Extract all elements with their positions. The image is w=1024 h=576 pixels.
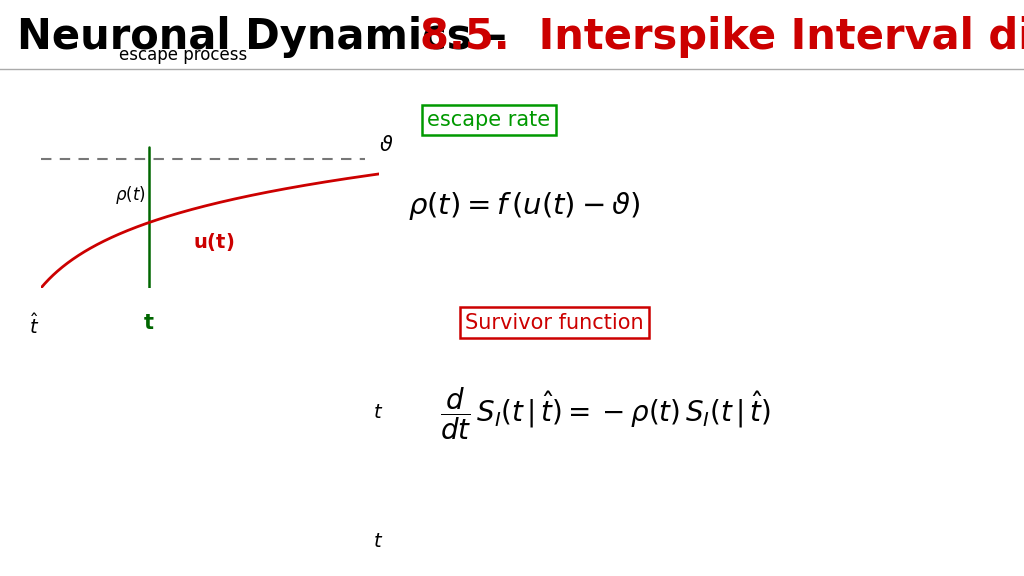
Text: $\vartheta$: $\vartheta$ [379,135,393,156]
Text: $\hat{t}$: $\hat{t}$ [29,313,39,338]
Text: $t$: $t$ [373,403,383,422]
Text: $\rho(t)$: $\rho(t)$ [115,184,145,206]
Text: $\mathbf{t}$: $\mathbf{t}$ [143,313,155,333]
Text: $\bf{u(t)}$: $\bf{u(t)}$ [194,231,234,253]
Text: $\rho(t) = f\,(u(t)-\vartheta)$: $\rho(t) = f\,(u(t)-\vartheta)$ [409,190,640,222]
Text: escape process: escape process [119,46,247,64]
Text: $\dfrac{d}{dt}\,S_I(t\,|\,\hat{t}) = -\rho(t)\,S_I(t\,|\,\hat{t})$: $\dfrac{d}{dt}\,S_I(t\,|\,\hat{t}) = -\r… [440,385,770,442]
Text: $t$: $t$ [373,532,383,551]
Text: 8.5.  Interspike Interval distribution: 8.5. Interspike Interval distribution [420,17,1024,58]
Text: Survivor function: Survivor function [465,313,644,332]
Text: Neuronal Dynamics –: Neuronal Dynamics – [17,17,522,58]
Text: escape rate: escape rate [427,110,550,130]
